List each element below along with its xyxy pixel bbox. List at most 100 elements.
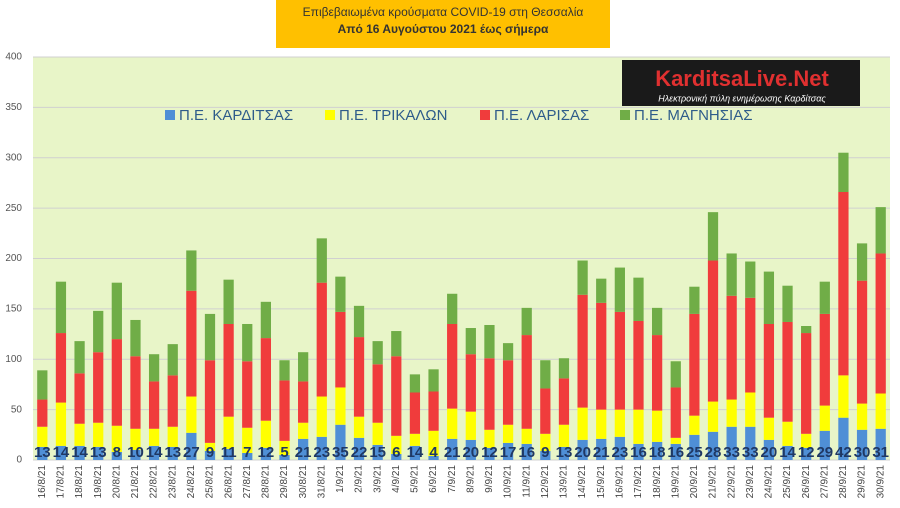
bar-segment	[745, 392, 756, 427]
bar-segment	[74, 373, 85, 424]
x-tick-label: 11/9/21	[521, 465, 532, 498]
bar-segment	[409, 445, 421, 460]
data-label: 13	[34, 444, 51, 461]
x-tick-label: 10/9/21	[503, 465, 514, 499]
bar-segment	[484, 447, 495, 460]
data-label: 12	[798, 444, 815, 461]
data-label: 14	[146, 444, 163, 461]
x-tick-label: 7/9/21	[447, 465, 458, 493]
x-tick-label: 19/9/21	[670, 465, 681, 499]
bar-segment	[521, 428, 532, 444]
y-tick-label: 350	[5, 102, 22, 113]
data-label: 4	[429, 444, 438, 461]
legend-swatch	[480, 110, 490, 120]
x-tick-label: 19/8/21	[93, 465, 104, 499]
bar-segment	[670, 361, 681, 388]
y-tick-label: 150	[5, 304, 22, 315]
bar-segment	[502, 343, 514, 361]
data-label: 7	[243, 444, 251, 461]
bar-segment	[484, 429, 495, 448]
bar-segment	[409, 433, 421, 446]
data-label: 9	[541, 444, 549, 461]
x-tick-label: 24/8/21	[186, 465, 197, 499]
bar-segment	[875, 253, 886, 394]
x-tick-label: 20/9/21	[689, 465, 700, 499]
x-tick-label: 26/9/21	[801, 465, 812, 499]
bar-segment	[838, 375, 849, 418]
bar-segment	[93, 310, 104, 353]
x-tick-label: 9/9/21	[484, 465, 495, 493]
bar-segment	[726, 295, 737, 400]
bar-segment	[242, 323, 253, 362]
bar-segment	[465, 354, 476, 412]
bar-segment	[726, 253, 737, 296]
bar-segment	[819, 281, 830, 314]
bar-segment	[353, 416, 365, 438]
data-label: 21	[593, 444, 610, 461]
bar-segment	[447, 408, 458, 439]
x-tick-label: 5/9/21	[410, 465, 421, 493]
bar-segment	[316, 396, 327, 437]
x-tick-label: 17/9/21	[633, 465, 644, 499]
logo-subtitle: Ηλεκτρονική πύλη ενημέρωσης Καρδίτσας	[658, 93, 826, 103]
bar-segment	[74, 423, 85, 446]
bar-segment	[130, 356, 141, 429]
data-label: 9	[206, 444, 214, 461]
logo-title: KarditsaLive.Net	[655, 66, 829, 91]
x-tick-label: 4/9/21	[391, 465, 402, 493]
data-label: 14	[71, 444, 88, 461]
x-tick-label: 3/9/21	[372, 465, 383, 493]
bar-segment	[111, 451, 122, 460]
bar-segment	[521, 443, 532, 460]
bar-segment	[298, 422, 309, 439]
x-tick-label: 21/9/21	[708, 465, 719, 499]
bar-segment	[763, 417, 775, 440]
bar-segment	[186, 250, 197, 291]
data-label: 27	[183, 444, 200, 461]
bar-segment	[558, 446, 570, 460]
bar-segment	[130, 449, 141, 460]
bar-segment	[37, 370, 48, 400]
x-tick-label: 18/9/21	[652, 465, 663, 499]
legend-swatch	[620, 110, 630, 120]
x-tick-label: 29/8/21	[279, 465, 290, 499]
bar-segment	[223, 416, 234, 449]
bar-segment	[316, 436, 327, 460]
bar-segment	[856, 243, 868, 281]
x-tick-label: 28/9/21	[838, 465, 849, 499]
bar-segment	[279, 454, 290, 460]
data-label: 12	[481, 444, 498, 461]
bar-segment	[689, 313, 700, 416]
bar-segment	[74, 445, 85, 460]
data-label: 23	[612, 444, 629, 461]
bar-segment	[93, 352, 104, 423]
bar-segment	[558, 378, 570, 425]
data-label: 35	[332, 444, 349, 461]
bar-segment	[148, 445, 160, 460]
bar-segment	[540, 388, 551, 434]
bar-segment	[707, 401, 719, 432]
data-label: 10	[127, 444, 144, 461]
bar-segment	[707, 431, 719, 460]
bar-segment	[167, 446, 178, 460]
bar-segment	[838, 192, 849, 376]
data-label: 33	[723, 444, 740, 461]
bar-segment	[279, 360, 290, 381]
data-label: 20	[574, 444, 591, 461]
bar-segment	[204, 450, 216, 460]
bar-segment	[167, 426, 178, 447]
bar-segment	[782, 321, 793, 422]
bar-segment	[875, 393, 886, 429]
legend-label: Π.Ε. ΜΑΓΝΗΣΙΑΣ	[634, 107, 752, 124]
bar-segment	[577, 439, 588, 460]
bar-segment	[298, 381, 309, 423]
bar-segment	[353, 337, 365, 417]
bar-segment	[260, 420, 272, 448]
bar-segment	[540, 360, 551, 389]
bar-segment	[782, 445, 793, 460]
bar-segment	[540, 433, 551, 451]
y-tick-label: 0	[16, 455, 22, 466]
bar-segment	[782, 285, 793, 322]
bar-segment	[670, 437, 681, 444]
bar-segment	[521, 335, 532, 429]
